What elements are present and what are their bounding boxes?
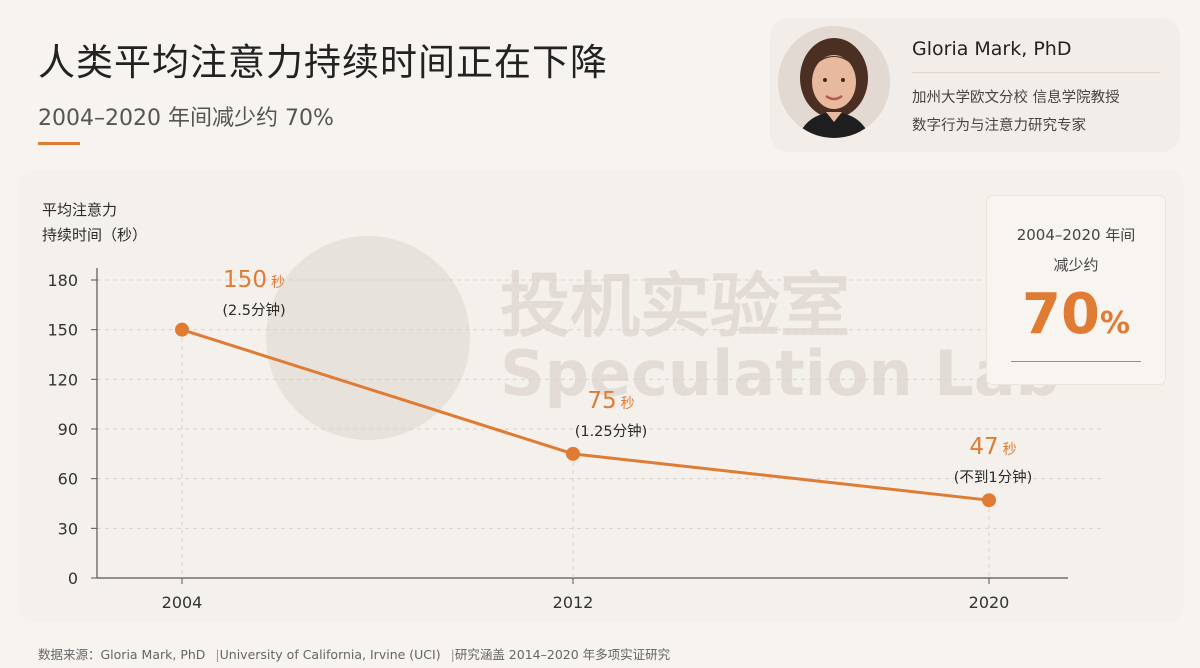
y-tick-label: 60 <box>58 470 78 489</box>
data-label-value: 47 秒 <box>969 434 1016 460</box>
data-label-value: 150 秒 <box>223 267 285 293</box>
y-tick-label: 90 <box>58 420 78 439</box>
author-avatar <box>778 26 890 138</box>
stat-label-period: 2004–2020 年间 <box>1016 226 1136 244</box>
data-label-note: (2.5分钟) <box>222 302 285 319</box>
x-tick-label: 2020 <box>969 593 1010 612</box>
watermark-en: Speculation Lab <box>500 337 1060 410</box>
data-label-note: (1.25分钟) <box>575 423 648 440</box>
stat-underline <box>1011 361 1141 362</box>
source-institution: University of California, Irvine (UCI) <box>219 647 441 662</box>
y-tick-label: 30 <box>58 519 78 538</box>
portrait-icon <box>778 26 890 138</box>
y-tick-label: 150 <box>47 321 78 340</box>
stat-number: 70 <box>1022 282 1100 347</box>
stat-value: 70% <box>987 282 1165 347</box>
source-separator: | <box>215 647 220 662</box>
y-tick-label: 120 <box>47 370 78 389</box>
y-axis-label: 平均注意力 持续时间（秒） <box>42 198 147 248</box>
author-field: 数字行为与注意力研究专家 <box>912 118 1086 134</box>
source-prefix: 数据来源：Gloria Mark, PhD <box>38 647 206 662</box>
y-axis-label-line2: 持续时间（秒） <box>42 226 148 244</box>
page-title: 人类平均注意力持续时间正在下降 <box>38 41 608 84</box>
data-label-note: (不到1分钟) <box>954 469 1033 486</box>
y-tick-label: 180 <box>47 271 78 290</box>
page-subtitle: 2004–2020 年间减少约 70% <box>38 106 334 131</box>
stat-unit: % <box>1099 306 1130 341</box>
stat-box: 2004–2020 年间 减少约 70% <box>986 195 1166 385</box>
x-tick-label: 2012 <box>553 593 594 612</box>
stat-label-decrease: 减少约 <box>1053 256 1099 274</box>
data-point <box>175 322 189 337</box>
author-name: Gloria Mark, PhD <box>912 38 1072 60</box>
author-divider <box>912 72 1160 73</box>
watermark-cn: 投机实验室 <box>500 265 850 347</box>
y-tick-label: 0 <box>68 569 78 588</box>
y-axis-label-line1: 平均注意力 <box>42 201 118 219</box>
source-separator: | <box>450 647 455 662</box>
source-footer: 数据来源：Gloria Mark, PhD |University of Cali… <box>38 644 670 663</box>
data-point <box>982 493 996 508</box>
author-affiliation: 加州大学欧文分校 信息学院教授 <box>912 90 1120 106</box>
x-tick-label: 2004 <box>162 593 203 612</box>
data-label-value: 75 秒 <box>587 388 634 414</box>
data-point <box>566 446 580 461</box>
source-note: 研究涵盖 2014–2020 年多项实证研究 <box>454 647 671 662</box>
author-card: Gloria Mark, PhD 加州大学欧文分校 信息学院教授 数字行为与注意… <box>770 18 1180 152</box>
watermark-logo <box>266 236 470 440</box>
title-underline <box>38 142 80 145</box>
